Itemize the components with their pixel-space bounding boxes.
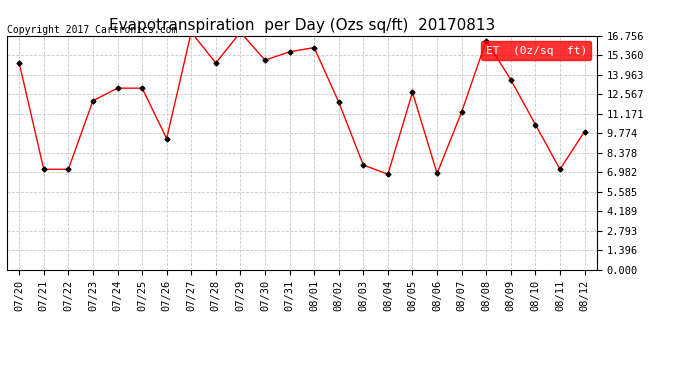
Text: Copyright 2017 Cartronics.com: Copyright 2017 Cartronics.com	[7, 25, 177, 35]
Legend: ET  (0z/sq  ft): ET (0z/sq ft)	[481, 41, 591, 60]
Title: Evapotranspiration  per Day (Ozs sq/ft)  20170813: Evapotranspiration per Day (Ozs sq/ft) 2…	[109, 18, 495, 33]
